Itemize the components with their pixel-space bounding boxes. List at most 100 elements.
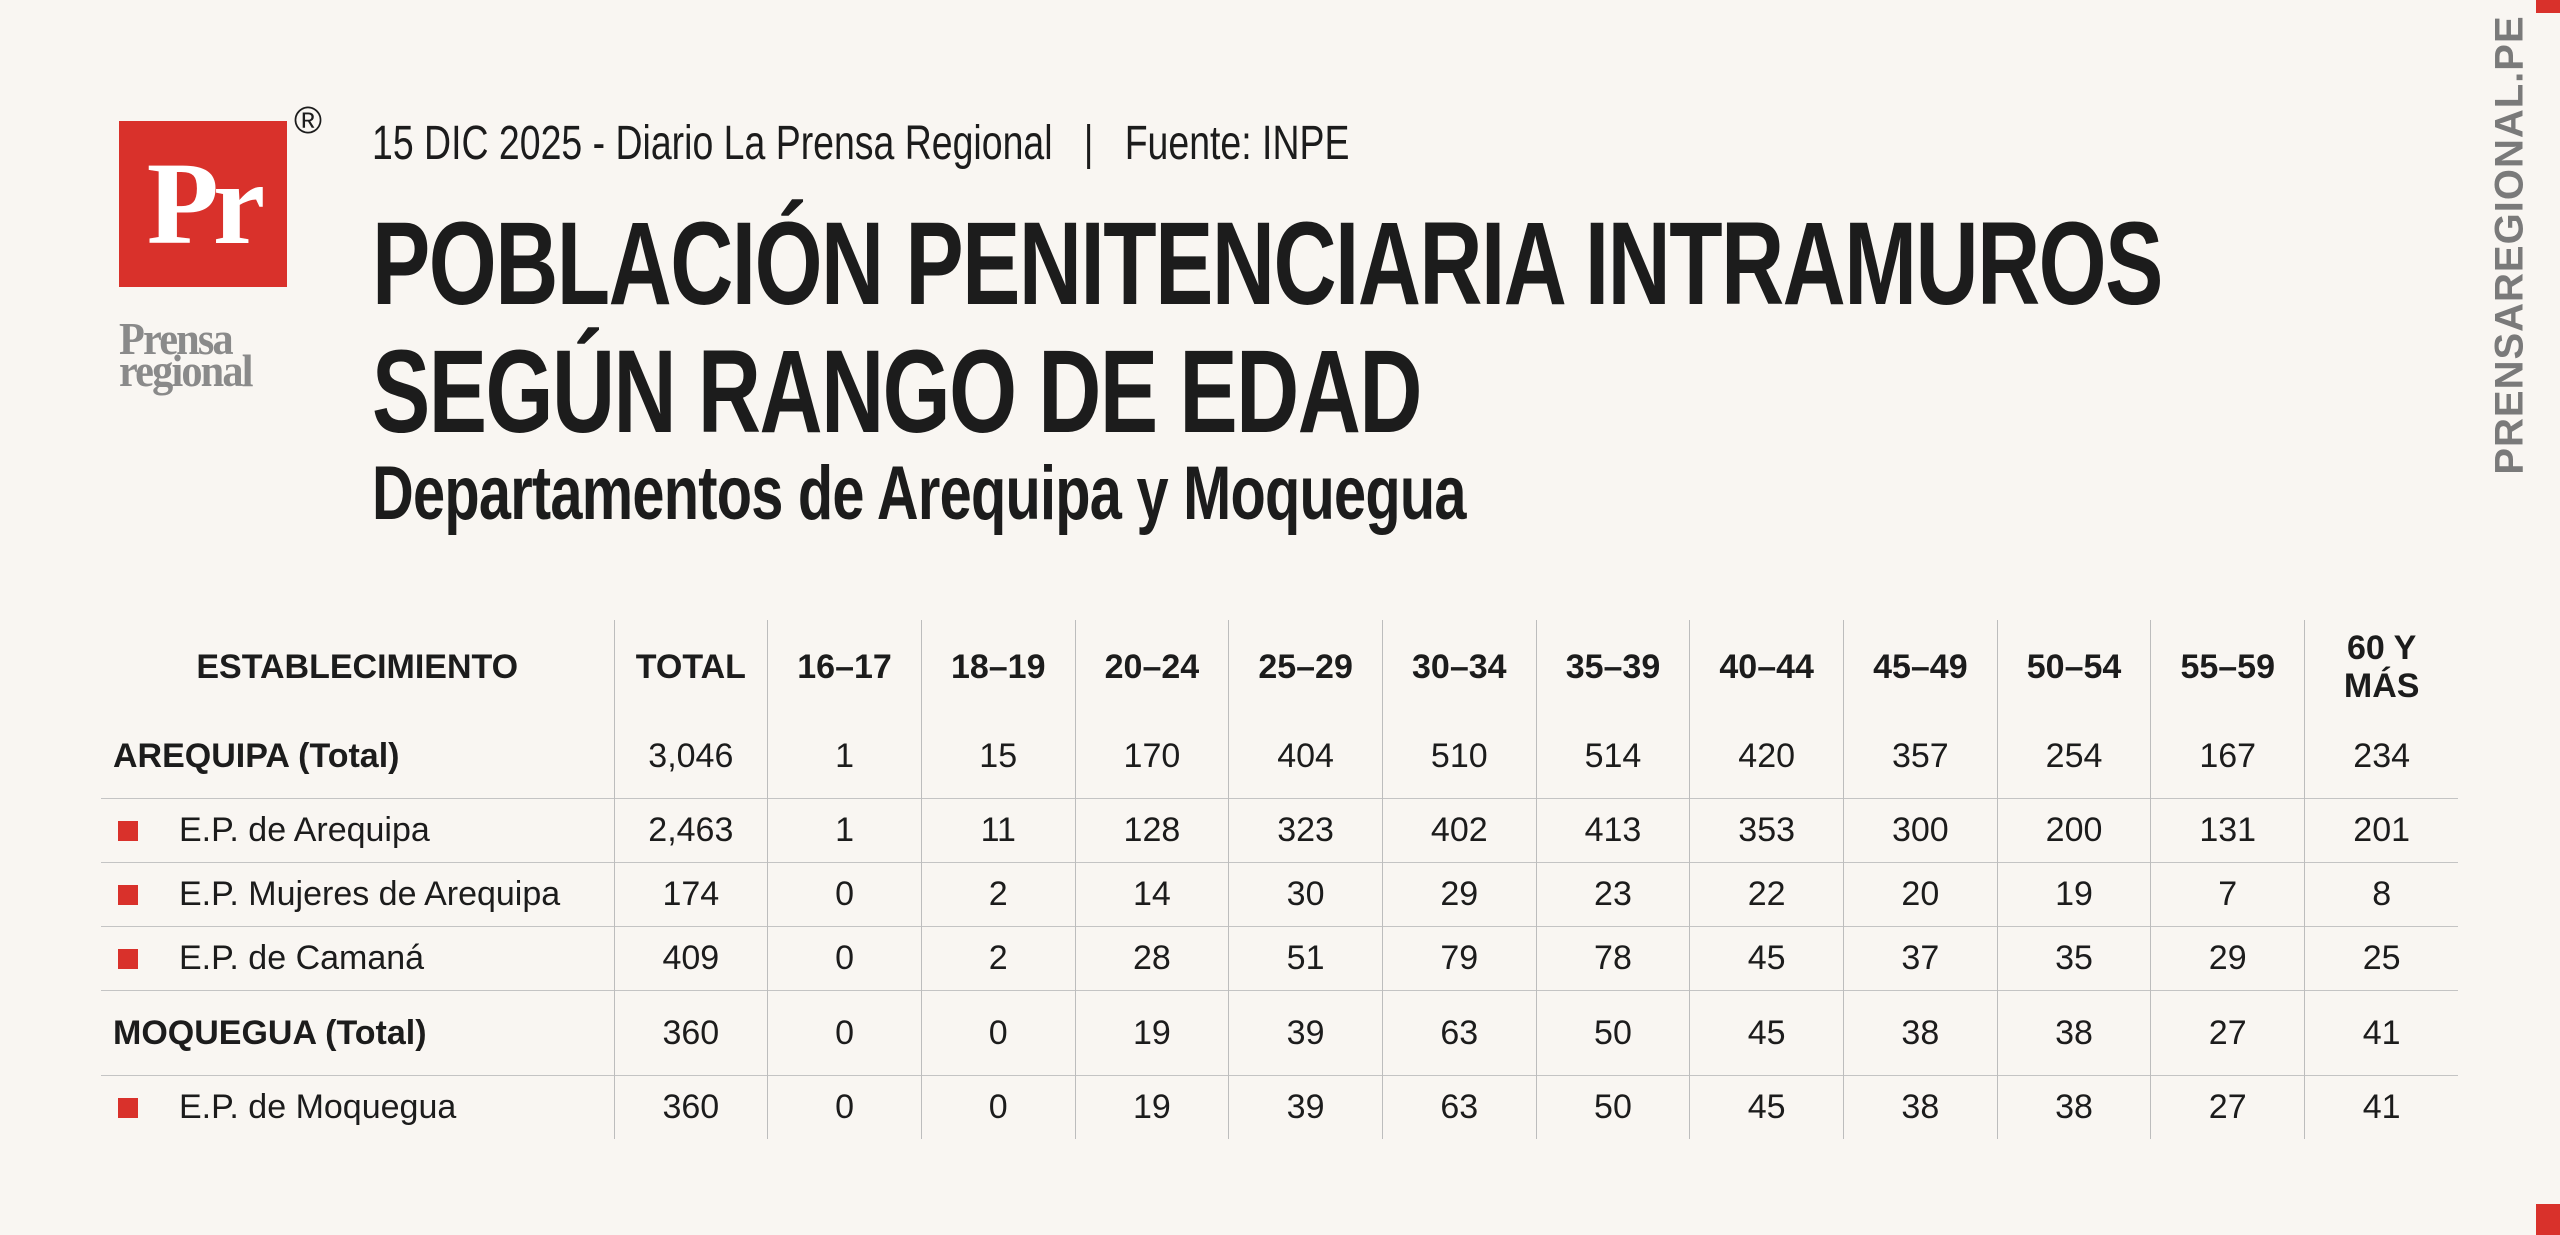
cell: 360 (613, 1075, 768, 1139)
logo-text: regional (119, 345, 253, 396)
bullet (118, 820, 138, 841)
cell: 23 (1535, 862, 1690, 927)
cell: 14 (1074, 862, 1229, 927)
cell: 50 (1535, 990, 1690, 1076)
establishment-row: E.P. Mujeres de Arequipa 174 0 2 14 30 29 23 22 2… (101, 862, 2459, 927)
title: SEGÚN RANGO DE EDAD (372, 326, 1422, 458)
column-header: 16–17 (767, 620, 922, 714)
cell: 15 (920, 714, 1076, 799)
establishment-name: E.P. de Arequipa (179, 811, 430, 849)
column-header-text: ESTABLECIMIENTO (196, 648, 519, 686)
column-header: TOTAL (613, 620, 768, 714)
cell: 128 (1074, 798, 1229, 863)
column-header-text: 45–49 (1873, 648, 1968, 686)
cell: 38 (1996, 990, 2151, 1076)
group-row: MOQUEGUA (Total) 360 0 0 19 39 63 50 45 38 38 27 41 (101, 990, 2459, 1076)
column-header: 30–34 (1381, 620, 1537, 714)
column-header: 50–54 (1996, 620, 2151, 714)
cell: 27 (2150, 990, 2305, 1076)
establishment-cell: E.P. de Camaná (101, 927, 614, 991)
cell: 413 (1535, 798, 1690, 863)
cell: 514 (1535, 714, 1690, 799)
column-header-text: 60 Y MÁS (2343, 629, 2420, 705)
establishment-row: E.P. de Arequipa 2,463 1 11 128 323 402 413 353 3… (101, 798, 2459, 863)
cell: 20 (1843, 862, 1998, 927)
data-table: ESTABLECIMIENTO TOTAL 16–17 18–19 20–24 25–29… (101, 620, 2459, 1140)
column-header: 25–29 (1228, 620, 1383, 714)
cell: 409 (613, 926, 768, 991)
cell: 167 (2150, 714, 2305, 799)
column-header: 60 Y MÁS (2304, 620, 2459, 714)
cell: 357 (1843, 714, 1998, 799)
cell: 29 (2150, 926, 2305, 991)
cell: 19 (1074, 1075, 1229, 1139)
column-header-text: 18–19 (950, 648, 1046, 686)
cell: 39 (1228, 990, 1383, 1076)
column-header-text: 55–59 (2180, 648, 2275, 686)
cell: 78 (1535, 926, 1690, 991)
group-name: MOQUEGUA (Total) (113, 1013, 427, 1052)
cell: 45 (1689, 990, 1844, 1076)
cell: 25 (2304, 926, 2459, 991)
cell: 63 (1381, 990, 1537, 1076)
cell: 50 (1535, 1075, 1690, 1139)
dateline: 15 DIC 2025 - Diario La Prensa Regional … (372, 116, 1349, 171)
establishment-cell: E.P. de Moquegua (101, 1076, 614, 1140)
column-header-text: 50–54 (2026, 648, 2122, 686)
cell: 38 (1843, 1075, 1998, 1139)
corner-accent (2536, 1204, 2560, 1235)
cell: 360 (613, 990, 768, 1076)
source: Fuente: INPE (1124, 117, 1350, 170)
cell: 51 (1228, 926, 1383, 991)
cell: 19 (1996, 862, 2151, 927)
cell: 131 (2150, 798, 2305, 863)
cell: 45 (1689, 926, 1844, 991)
bullet (118, 948, 138, 969)
group-name: AREQUIPA (Total) (113, 736, 400, 775)
date: 15 DIC 2025 - Diario La Prensa Regional (372, 117, 1053, 170)
establishment-name: E.P. de Moquegua (179, 1088, 457, 1126)
establishment-name: E.P. Mujeres de Arequipa (179, 875, 561, 913)
cell: 201 (2304, 798, 2459, 863)
column-header: 45–49 (1843, 620, 1998, 714)
column-header-text: 16–17 (797, 648, 892, 686)
cell: 28 (1074, 926, 1229, 991)
cell: 0 (767, 990, 922, 1076)
cell: 200 (1996, 798, 2151, 863)
column-header-text: 30–34 (1412, 648, 1507, 686)
column-header-text: 25–29 (1258, 648, 1353, 686)
cell: 2 (920, 926, 1076, 991)
column-header: 35–39 (1535, 620, 1690, 714)
cell: 41 (2304, 1075, 2459, 1139)
bullet (118, 1097, 138, 1118)
establishment-row: E.P. de Camaná 409 0 2 28 51 79 78 45 37 35 29 25 (101, 926, 2459, 991)
cell: 1 (767, 798, 922, 863)
header-row: ESTABLECIMIENTO TOTAL 16–17 18–19 20–24 25–29… (101, 620, 2459, 714)
cell: 27 (2150, 1075, 2305, 1139)
cell: 2 (920, 862, 1076, 927)
column-header-text: TOTAL (635, 648, 746, 686)
column-header-text: 35–39 (1565, 648, 1661, 686)
bullet (118, 884, 138, 905)
cell: 3,046 (613, 714, 768, 799)
cell: 0 (767, 1075, 922, 1139)
cell: 11 (920, 798, 1076, 863)
cell: 45 (1689, 1075, 1844, 1139)
cell: 174 (613, 862, 768, 927)
logo-text: Prensa (119, 313, 234, 364)
column-header: 40–44 (1689, 620, 1844, 714)
cell: 0 (920, 1075, 1076, 1139)
cell: 29 (1381, 862, 1537, 927)
cell: 63 (1381, 1075, 1537, 1139)
logo-box (119, 121, 287, 287)
cell: 0 (920, 990, 1076, 1076)
cell: 234 (2304, 714, 2459, 799)
cell: 39 (1228, 1075, 1383, 1139)
cell: 254 (1996, 714, 2151, 799)
cell: 79 (1381, 926, 1537, 991)
cell: 30 (1228, 862, 1383, 927)
establishment-name: E.P. de Camaná (179, 939, 425, 977)
cell: 0 (767, 862, 922, 927)
cell: 8 (2304, 862, 2459, 927)
